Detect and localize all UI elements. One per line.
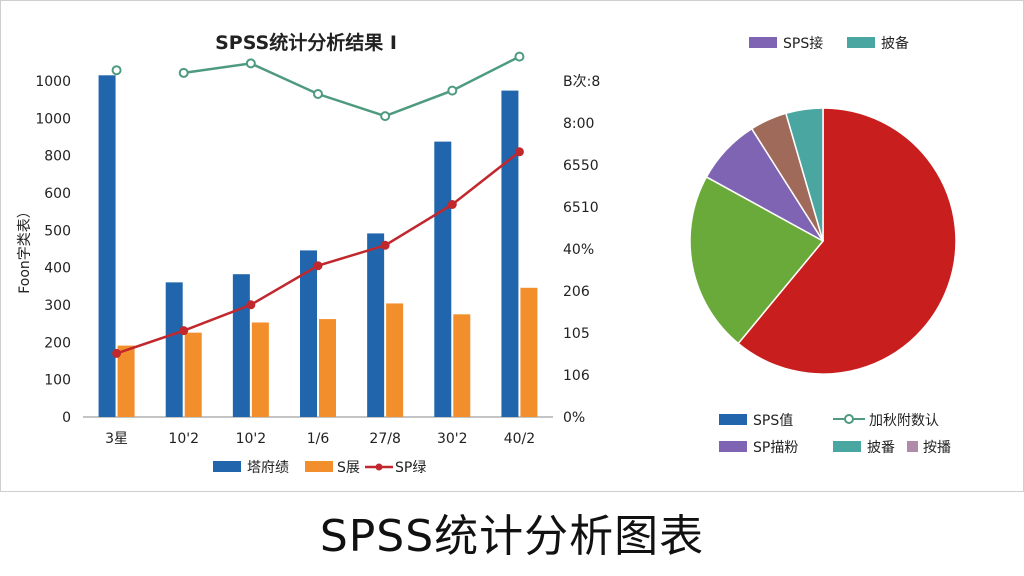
- line-point-red: [447, 200, 457, 209]
- y2-tick-label: 106: [563, 368, 590, 384]
- pie-legend-label-spsz: SPS值: [753, 413, 793, 429]
- bar-legend: 塔府绩 S展 SP绿: [213, 460, 426, 476]
- pie-legend-label-spmiao: SP描粉: [753, 440, 798, 456]
- x-tick-label: 3星: [105, 431, 128, 447]
- pie-legend-swatch-teal2: [833, 441, 861, 452]
- y2-axis-ticks: 0% 106 105 206 40% 6510 6550 8:00 B次:8: [563, 74, 600, 426]
- line-point-green: [245, 58, 256, 69]
- legend-label-blue: 塔府绩: [247, 460, 289, 476]
- bar-orange: [520, 287, 538, 417]
- y2-tick-label: B次:8: [563, 74, 600, 90]
- bar-blue: [300, 250, 317, 417]
- x-tick-label: 30'2: [437, 431, 468, 447]
- y-tick-label: 300: [44, 298, 71, 314]
- y-axis-label: Foon字类表）: [17, 204, 33, 294]
- y2-tick-label: 105: [563, 326, 590, 342]
- chart-canvas: SPSS统计分析结果 I Foon字类表） 0 100 200 300 400 500 60…: [17, 31, 957, 476]
- pie-legend-label-anbo: 按播: [923, 440, 951, 456]
- x-tick-label: 1/6: [307, 431, 330, 447]
- y-tick-label: 100: [44, 373, 71, 389]
- pie-legend-label-jiaqiu: 加秋附数认: [869, 413, 939, 429]
- line-point-green: [447, 85, 458, 96]
- line-point-red: [246, 300, 256, 310]
- pie-legend-label-sps: SPS接: [783, 35, 823, 52]
- y2-tick-label: 6510: [563, 200, 599, 216]
- y-tick-label: 800: [44, 149, 71, 165]
- bar-blue: [165, 282, 183, 417]
- x-axis-ticks: 3星 10'2 10'2 1/6 27/8 30'2 40/2: [105, 431, 535, 447]
- pie-slice: [689, 175, 825, 345]
- legend-swatch-red-dot: [375, 463, 383, 471]
- bar-orange: [453, 314, 471, 417]
- pie-slice: [784, 107, 824, 242]
- y-tick-label: 500: [44, 223, 71, 239]
- bar-chart-title: SPSS统计分析结果 I: [215, 31, 397, 54]
- pie-legend-label-pibei: 披备: [881, 35, 909, 52]
- y2-tick-label: 8:00: [563, 116, 594, 132]
- y2-tick-label: 40%: [563, 242, 594, 258]
- chart-panel: SPSS统计分析结果 I Foon字类表） 0 100 200 300 400 500 60…: [0, 0, 1024, 492]
- pie-legend-swatch-purple2: [719, 441, 747, 452]
- line-point-green: [313, 89, 323, 99]
- x-tick-label: 10'2: [168, 431, 199, 447]
- y-tick-label: 200: [44, 335, 71, 351]
- y-tick-label: 400: [44, 261, 71, 277]
- legend-swatch-blue: [213, 461, 241, 472]
- line-point-red: [112, 348, 122, 358]
- pie-legend-swatch-teal: [847, 37, 875, 48]
- pie-legend-swatch-blue: [719, 414, 747, 425]
- line-point-red: [380, 240, 390, 250]
- bar-marks: [98, 75, 538, 418]
- bar-blue: [98, 75, 116, 418]
- bar-orange: [184, 332, 202, 417]
- bar-blue: [367, 233, 385, 417]
- line-point-green: [380, 111, 391, 122]
- pie-legend-swatch-purple: [749, 37, 777, 48]
- pie-legend-bottom: SPS值 加秋附数认 SP描粉 披番 按播: [719, 413, 951, 456]
- line-point-green: [514, 51, 525, 62]
- legend-label-red: SP绿: [395, 460, 426, 476]
- bar-blue: [501, 90, 519, 417]
- line-point-red: [313, 261, 323, 271]
- x-tick-label: 40/2: [504, 431, 535, 447]
- y2-tick-label: 206: [563, 284, 590, 300]
- line-green: [183, 55, 520, 118]
- y-tick-label: 1000: [35, 111, 71, 127]
- bar-orange: [386, 303, 404, 417]
- legend-swatch-orange: [305, 461, 333, 472]
- pie-slice: [737, 107, 957, 375]
- pie-chart: [689, 107, 957, 375]
- pie-legend-swatch-mauve: [907, 441, 918, 452]
- y2-tick-label: 6550: [563, 158, 599, 174]
- y2-tick-label: 0%: [563, 410, 585, 426]
- line-marks: [111, 51, 525, 358]
- bar-orange: [319, 319, 336, 417]
- y-axis-ticks: 0 100 200 300 400 500 600 800 1000 1000: [35, 74, 71, 426]
- line-point-green: [111, 65, 122, 76]
- y-tick-label: 0: [62, 410, 71, 426]
- y-tick-label: 600: [44, 186, 71, 202]
- y-tick-label: 1000: [35, 74, 71, 90]
- bar-orange: [251, 322, 269, 417]
- bar-blue: [232, 274, 250, 417]
- bar-orange: [117, 345, 135, 417]
- pie-legend-label-pifan: 披番: [867, 440, 895, 456]
- bar-blue: [434, 141, 452, 417]
- line-point-red: [514, 147, 524, 157]
- line-point-green: [178, 67, 189, 78]
- pie-legend-top: SPS接 披备: [749, 35, 909, 52]
- legend-label-orange: S展: [337, 460, 360, 476]
- x-tick-label: 27/8: [369, 431, 400, 447]
- page-title: SPSS统计分析图表: [319, 511, 705, 562]
- x-tick-label: 10'2: [236, 431, 267, 447]
- pie-legend-swatch-green-dot: [844, 414, 854, 424]
- line-point-red: [179, 326, 189, 336]
